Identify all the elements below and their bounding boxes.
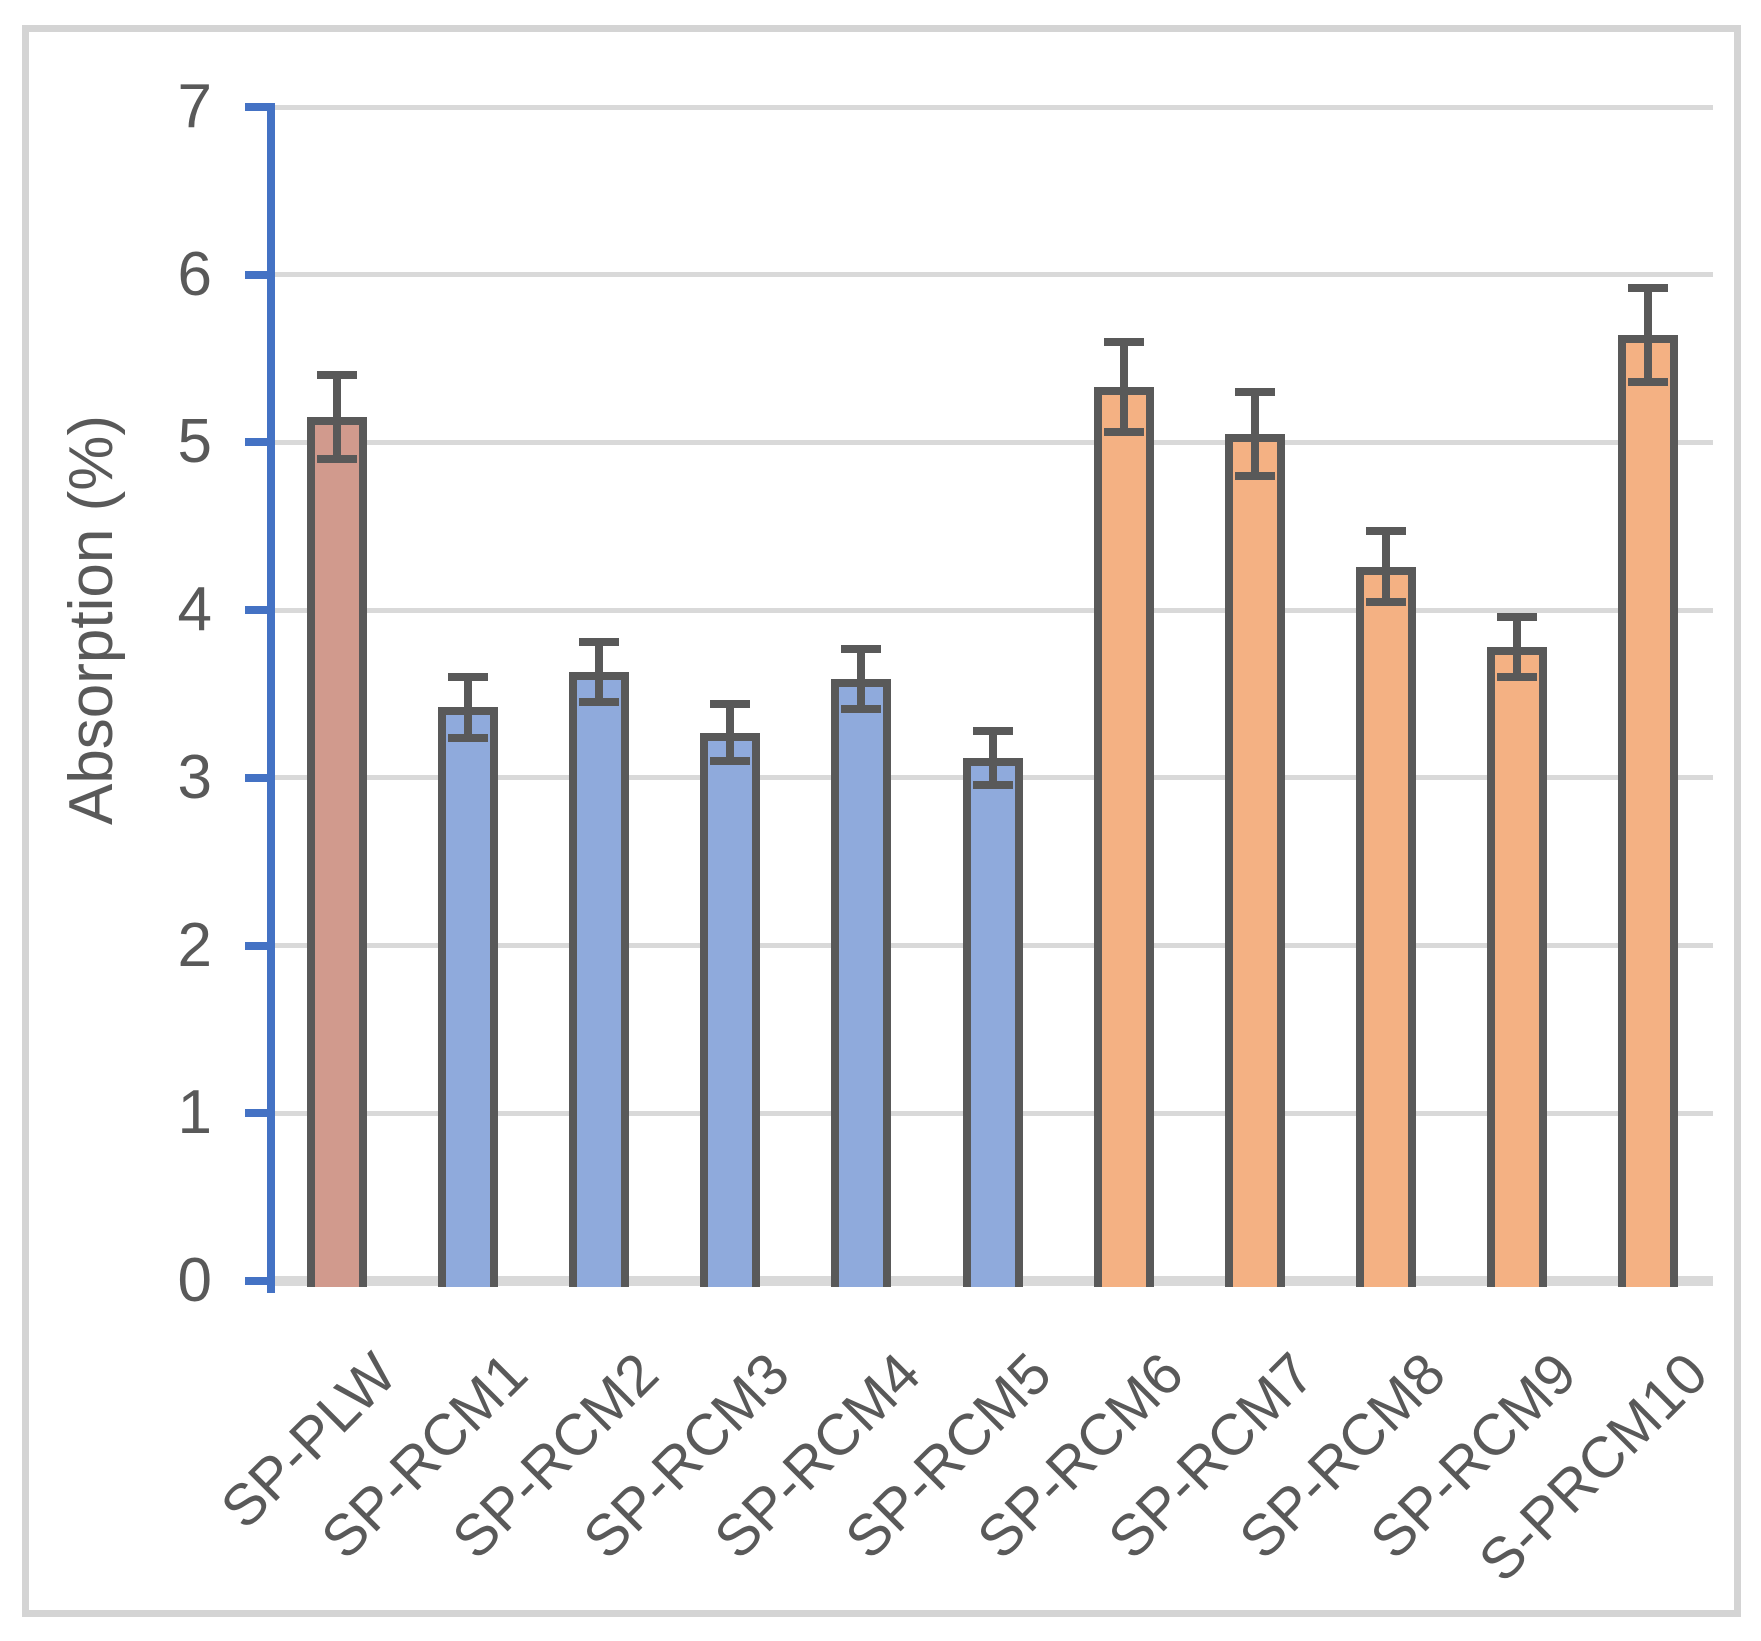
error-bar-stem-sp-rcm9: [1512, 616, 1521, 678]
y-axis-tick-5: [245, 438, 267, 447]
chart-area-frame: [22, 25, 1741, 1617]
error-bar-bottom-cap-s-prcm10: [1628, 378, 1668, 387]
error-bar-bottom-cap-sp-rcm8: [1365, 597, 1406, 606]
error-bar-stem-sp-rcm1: [464, 677, 473, 738]
error-bar-top-cap-sp-rcm6: [1103, 337, 1144, 346]
error-bar-top-cap-sp-rcm7: [1234, 388, 1275, 397]
bar-sp-rcm2: [569, 672, 630, 1287]
gridline-4: [275, 607, 1713, 613]
error-bar-bottom-cap-sp-rcm2: [579, 698, 620, 707]
error-bar-top-cap-sp-rcm4: [841, 644, 882, 653]
error-bar-stem-sp-rcm4: [857, 648, 866, 710]
error-bar-bottom-cap-sp-plw: [317, 455, 357, 464]
error-bar-bottom-cap-sp-rcm7: [1234, 472, 1275, 480]
y-tick-label-2: 2: [177, 910, 212, 980]
error-bar-stem-sp-rcm8: [1381, 531, 1390, 602]
bar-sp-rcm6: [1093, 387, 1154, 1287]
error-bar-top-cap-s-prcm10: [1628, 284, 1668, 293]
error-bar-top-cap-sp-rcm2: [579, 638, 620, 646]
y-axis-tick-3: [245, 773, 267, 782]
y-axis-tick-0: [245, 1277, 267, 1285]
bar-sp-rcm1: [438, 707, 499, 1287]
y-axis-tick-7: [245, 103, 267, 111]
y-tick-label-7: 7: [177, 72, 212, 141]
error-bar-bottom-cap-sp-rcm3: [710, 757, 751, 766]
error-bar-stem-sp-rcm2: [595, 642, 604, 703]
bar-sp-rcm4: [831, 678, 892, 1287]
y-axis-tick-1: [245, 1109, 267, 1118]
error-bar-bottom-cap-sp-rcm5: [972, 780, 1013, 789]
gridline-7: [275, 104, 1713, 110]
y-axis-line: [267, 103, 275, 1293]
y-axis-tick-6: [245, 270, 267, 279]
error-bar-top-cap-sp-rcm3: [710, 700, 751, 709]
bar-sp-rcm9: [1486, 647, 1547, 1287]
bar-s-prcm10: [1618, 335, 1678, 1287]
y-tick-label-3: 3: [177, 742, 212, 812]
error-bar-bottom-cap-sp-rcm9: [1496, 673, 1537, 682]
y-axis-tick-4: [245, 606, 267, 615]
bar-sp-rcm5: [962, 757, 1023, 1287]
bar-sp-rcm3: [700, 732, 761, 1287]
error-bar-top-cap-sp-rcm9: [1496, 612, 1537, 621]
error-bar-stem-sp-rcm5: [988, 730, 997, 785]
y-tick-label-6: 6: [177, 239, 212, 309]
y-tick-label-5: 5: [177, 407, 212, 477]
y-axis-tick-2: [245, 941, 267, 950]
error-bar-stem-sp-plw: [333, 375, 341, 460]
bar-sp-rcm7: [1224, 434, 1285, 1287]
y-tick-label-1: 1: [177, 1078, 212, 1148]
error-bar-top-cap-sp-rcm8: [1365, 527, 1406, 536]
error-bar-top-cap-sp-plw: [317, 371, 357, 380]
error-bar-stem-s-prcm10: [1644, 288, 1652, 383]
y-tick-label-0: 0: [177, 1246, 212, 1315]
error-bar-bottom-cap-sp-rcm6: [1103, 428, 1144, 437]
bar-sp-plw: [307, 417, 367, 1287]
error-bar-stem-sp-rcm7: [1250, 392, 1259, 476]
gridline-6: [275, 272, 1713, 278]
gridline-5: [275, 439, 1713, 445]
error-bar-stem-sp-rcm3: [726, 704, 735, 762]
error-bar-top-cap-sp-rcm1: [448, 673, 489, 682]
y-tick-label-4: 4: [177, 575, 212, 645]
error-bar-top-cap-sp-rcm5: [972, 726, 1013, 735]
error-bar-stem-sp-rcm6: [1119, 341, 1128, 433]
bar-sp-rcm8: [1355, 566, 1416, 1287]
error-bar-bottom-cap-sp-rcm4: [841, 705, 882, 714]
error-bar-bottom-cap-sp-rcm1: [448, 733, 489, 742]
